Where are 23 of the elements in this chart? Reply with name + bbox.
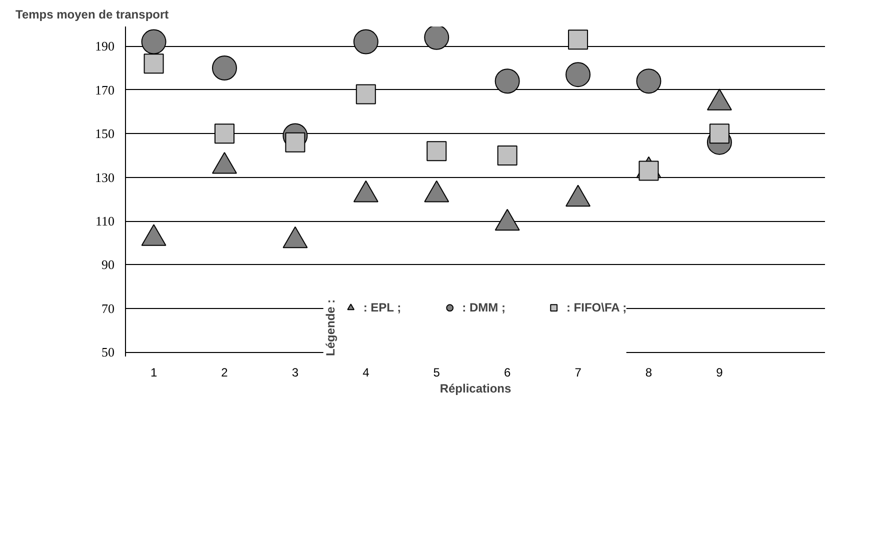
y-tick-label: 150	[95, 126, 114, 142]
x-tick-label: 8	[645, 366, 652, 380]
x-tick-label: 3	[292, 366, 299, 380]
x-tick-label: 6	[504, 366, 511, 380]
x-tick-label: 5	[433, 366, 440, 380]
y-axis-title: Temps moyen de transport	[16, 8, 169, 22]
legend-label: : DMM ;	[462, 300, 506, 314]
y-tick-label: 170	[95, 82, 114, 98]
y-tick-label: 110	[95, 214, 115, 229]
x-tick-label: 4	[362, 366, 370, 380]
y-tick-label: 70	[102, 300, 114, 316]
legend-label: : EPL ;	[363, 300, 402, 314]
y-tick-label: 130	[95, 170, 114, 185]
y-tick-label: 90	[102, 257, 114, 272]
x-tick-label: 2	[221, 366, 228, 380]
legend-title: Légende :	[323, 299, 338, 356]
y-tick-label: 190	[95, 38, 114, 54]
x-axis-title: Réplications	[440, 382, 512, 396]
x-tick-label: 7	[574, 366, 582, 380]
legend-label: : FIFO\FA ;	[566, 300, 627, 314]
y-tick-label: 50	[102, 344, 114, 360]
x-tick-label: 9	[716, 366, 724, 380]
x-tick-label: 1	[150, 366, 158, 380]
